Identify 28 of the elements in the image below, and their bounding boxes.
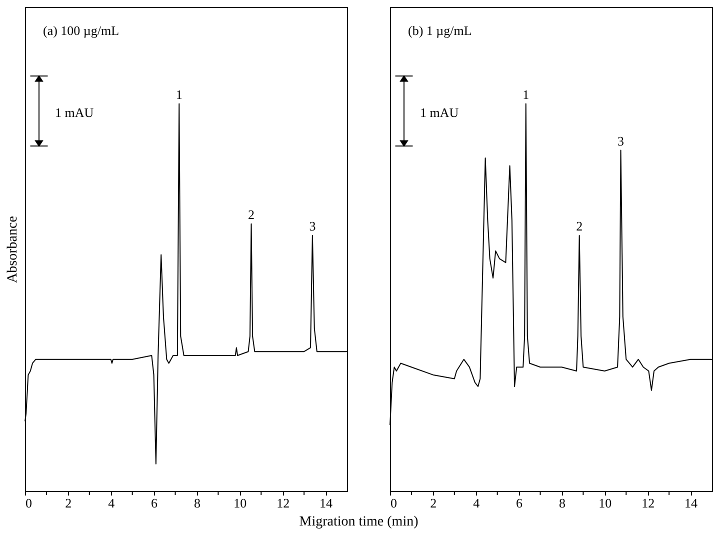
x-tick-label: 2 [65, 496, 72, 510]
x-tick-label: 12 [276, 496, 290, 510]
x-tick-label: 14 [320, 496, 334, 510]
x-tick-label: 10 [234, 496, 247, 510]
x-tick-label: 4 [108, 496, 116, 510]
x-axis-title: Migration time (min) [299, 514, 419, 530]
x-tick-label: 12 [642, 496, 655, 510]
annotation: 2 [248, 206, 255, 222]
x-tick-label: 0 [390, 496, 397, 510]
chart-title: (b) 1 µg/mL [408, 23, 472, 38]
x-tick-label: 0 [26, 496, 32, 510]
x-tick-label: 6 [151, 496, 158, 510]
annotation: 2 [576, 218, 583, 234]
x-tick-label: 4 [473, 496, 480, 510]
annotation: 1 [176, 86, 182, 102]
y-axis-title: Absorbance [6, 216, 20, 283]
annotation: 1 [522, 86, 530, 102]
annotation: 1 mAU [55, 105, 94, 120]
annotation: 1 mAU [420, 105, 460, 120]
x-tick-label: 8 [558, 496, 566, 510]
x-tick-label: 14 [684, 496, 698, 510]
x-tick-label: 10 [598, 496, 612, 510]
x-tick-label: 8 [194, 496, 200, 510]
annotation: 3 [618, 133, 624, 148]
annotation: 3 [309, 218, 316, 234]
x-tick-label: 6 [516, 496, 524, 510]
chart-title: (a) 100 µg/mL [43, 23, 120, 38]
x-tick-label: 2 [430, 496, 437, 510]
